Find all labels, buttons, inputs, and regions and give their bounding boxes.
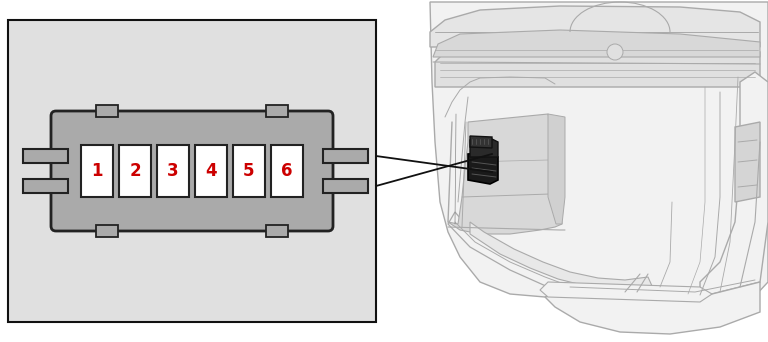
Polygon shape (545, 282, 760, 334)
Bar (271, 145, 303, 197)
Text: 1: 1 (91, 162, 103, 180)
Text: 2: 2 (129, 162, 141, 180)
Polygon shape (435, 34, 760, 87)
Polygon shape (470, 138, 498, 157)
Text: 4: 4 (205, 162, 217, 180)
Polygon shape (548, 114, 565, 224)
FancyBboxPatch shape (51, 111, 333, 231)
Polygon shape (735, 122, 760, 202)
Bar (233, 145, 265, 197)
Bar (81, 145, 113, 197)
Bar (195, 145, 227, 197)
Polygon shape (468, 152, 498, 184)
Circle shape (607, 44, 623, 60)
Bar (266, 105, 288, 117)
Text: 6: 6 (281, 162, 293, 180)
Bar (323, 149, 368, 163)
Bar (323, 179, 368, 193)
Polygon shape (470, 136, 492, 148)
Polygon shape (470, 222, 652, 290)
Polygon shape (430, 2, 768, 330)
Text: 5: 5 (243, 162, 255, 180)
Bar (119, 145, 151, 197)
Bar (8, 20, 376, 322)
Bar (157, 145, 189, 197)
Polygon shape (448, 114, 562, 234)
Bar (96, 105, 118, 117)
Polygon shape (448, 212, 665, 304)
Bar (23, 149, 68, 163)
Bar (23, 179, 68, 193)
Bar (96, 225, 118, 237)
Text: 3: 3 (167, 162, 179, 180)
Polygon shape (540, 282, 712, 302)
Polygon shape (700, 72, 768, 297)
Bar (266, 225, 288, 237)
Polygon shape (430, 6, 760, 47)
Polygon shape (433, 30, 760, 57)
